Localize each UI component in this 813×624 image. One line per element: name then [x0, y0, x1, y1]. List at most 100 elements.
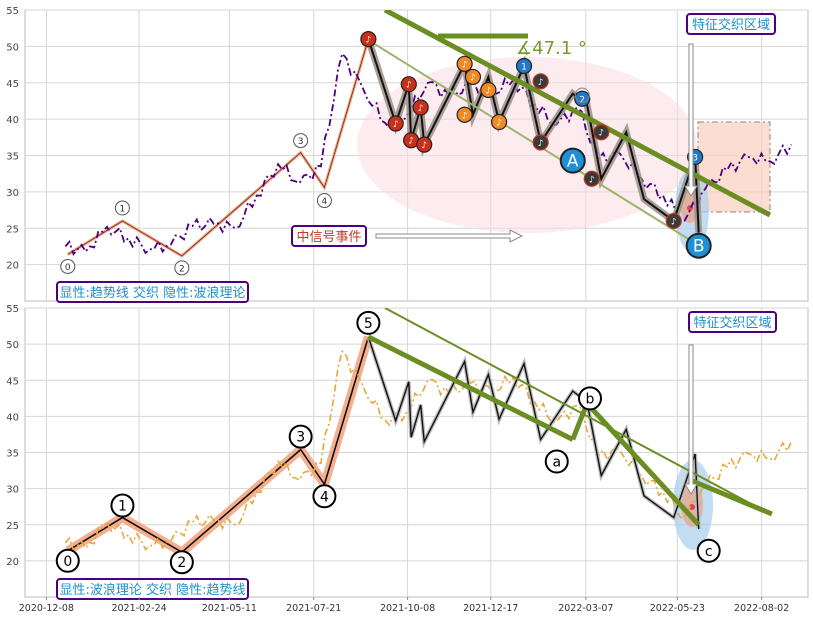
bottom-legend-box-text: 显性:波浪理论 交织 隐性:趋势线 [59, 582, 245, 598]
top-signal-marker-glyph: ♪ [598, 129, 604, 139]
bottom-wave-label-text: 4 [320, 489, 329, 505]
top-signal-marker: ♪ [490, 113, 508, 131]
top-ytick-label: 35 [6, 152, 19, 163]
xtick-label: 2021-05-11 [202, 603, 257, 614]
top-signal-marker: ♪ [400, 76, 417, 93]
bottom-wave-label-text: 2 [177, 555, 186, 571]
bottom-wave-label-text: a [552, 454, 561, 470]
top-signal-marker: 2 [574, 90, 591, 107]
top-main-trendline [383, 10, 772, 218]
top-signal-marker-dot [593, 124, 610, 141]
top-signal-marker: ♪ [416, 136, 433, 153]
bottom-focus-dot [689, 504, 695, 510]
top-wave-label-2: 2 [174, 260, 190, 276]
top-signal-marker-dot [574, 90, 591, 107]
bottom-wave-label-2: 2 [169, 550, 194, 575]
top-wave-label-1: 1 [114, 200, 130, 216]
bottom-legend-box: 显性:波浪理论 交织 隐性:趋势线 [56, 578, 249, 600]
bottom-wave-label-ring [312, 484, 337, 509]
bottom-wave-label-ring [288, 424, 313, 449]
bottom-wave-label-ring [578, 386, 603, 411]
top-wave-label-ring [293, 133, 309, 149]
top-signal-marker-glyph: 3 [692, 153, 698, 163]
top-signal-marker-glyph: ♪ [418, 104, 424, 114]
top-signal-marker-glyph: ♪ [589, 175, 595, 185]
top-wave-label-ring [316, 193, 332, 209]
top-signal-marker: ♪ [387, 115, 404, 132]
top-legend-box: 显性:趋势线 交织 隐性:波浪理论 [56, 281, 249, 303]
xtick-label: 2022-08-02 [734, 603, 789, 614]
top-event-arrow [375, 229, 524, 243]
top-signal-marker-dot [583, 170, 600, 187]
bottom-wave-label-ring [356, 310, 381, 335]
top-signal-marker-dot [665, 212, 682, 230]
top-signal-marker-dot [515, 57, 533, 75]
top-signal-marker: ♪ [456, 55, 473, 72]
xtick-label: 2022-05-23 [650, 603, 705, 614]
xtick-label: 2021-07-21 [286, 603, 341, 614]
top-signal-marker: 1 [515, 57, 533, 75]
bottom-legend-box-frame [56, 578, 249, 600]
top-zone-label-frame [686, 13, 776, 35]
bottom-wave-C-trend [585, 401, 701, 527]
top-big-label-ring [559, 147, 586, 174]
top-wave-label-text: 4 [322, 197, 328, 207]
top-signal-marker-dot [532, 134, 549, 151]
bottom-zone-label: 特征交织区域 [688, 311, 777, 333]
top-legend-box-frame [56, 281, 249, 303]
bottom-wave-A-trend [367, 334, 574, 442]
bottom-wave-label-a: a [544, 449, 569, 474]
bottom-wave-label-1: 1 [110, 493, 135, 518]
top-wave-label-ring [60, 258, 76, 274]
bottom-wave-label-c: c [696, 538, 721, 563]
top-signal-marker-dot [490, 113, 508, 131]
bottom-ytick-label: 20 [6, 557, 19, 568]
xtick-label: 2020-12-08 [19, 603, 74, 614]
bottom-thin-trendline [384, 308, 771, 515]
bottom-wave-label-text: 0 [63, 554, 72, 570]
top-wave-label-0: 0 [60, 258, 76, 274]
bottom-wave-label-text: 1 [118, 499, 127, 515]
top-big-label-ring [685, 232, 712, 259]
bottom-wave-label-text: b [586, 391, 595, 407]
top-wave-label-text: 1 [120, 204, 126, 214]
top-event-label-frame [291, 225, 367, 247]
top-signal-marker-glyph: ♪ [496, 119, 502, 129]
top-signal-marker-glyph: ♪ [462, 60, 468, 70]
bottom-ytick-label: 35 [6, 449, 19, 460]
top-signal-marker: ♪ [480, 81, 497, 99]
top-signal-marker: ♪ [532, 73, 549, 90]
top-signal-marker-dot [416, 136, 433, 153]
bottom-wave-label-0: 0 [55, 548, 80, 573]
bottom-plot-area: 0 1 2 3 4 5 a b c [55, 308, 793, 575]
xtick-label: 2021-10-08 [380, 603, 435, 614]
top-signal-marker: ♪ [360, 30, 377, 48]
top-price-line [64, 51, 793, 257]
top-wave-label-3: 3 [293, 133, 309, 149]
top-signal-marker-dot [480, 81, 497, 99]
top-signal-marker-glyph: ♪ [462, 111, 468, 121]
bottom-wave-label-ring [110, 493, 135, 518]
top-signal-marker-glyph: ♪ [406, 81, 412, 91]
top-signal-marker-dot [532, 73, 549, 90]
bottom-ytick-label: 55 [6, 304, 19, 315]
top-signal-marker: ♪ [456, 106, 473, 123]
bottom-ytick-label: 25 [6, 521, 19, 532]
bottom-zone-label-text: 特征交织区域 [693, 315, 771, 331]
top-big-label-text: B [693, 237, 705, 257]
bottom-wave-label-text: c [705, 544, 713, 560]
top-zone-arrow [684, 43, 698, 197]
bottom-wave-label-4: 4 [312, 484, 337, 509]
bottom-wave-label-text: 5 [364, 316, 373, 332]
top-signal-marker-glyph: ♪ [421, 141, 427, 151]
top-signal-marker-dot [464, 68, 482, 86]
top-wave-label-4: 4 [316, 193, 332, 209]
top-ytick-label: 20 [6, 261, 19, 272]
bottom-wave-label-text: 3 [296, 430, 305, 446]
top-inner-trendline [364, 37, 691, 241]
top-ytick-label: 50 [6, 42, 19, 53]
top-zone-ellipse [357, 57, 697, 233]
